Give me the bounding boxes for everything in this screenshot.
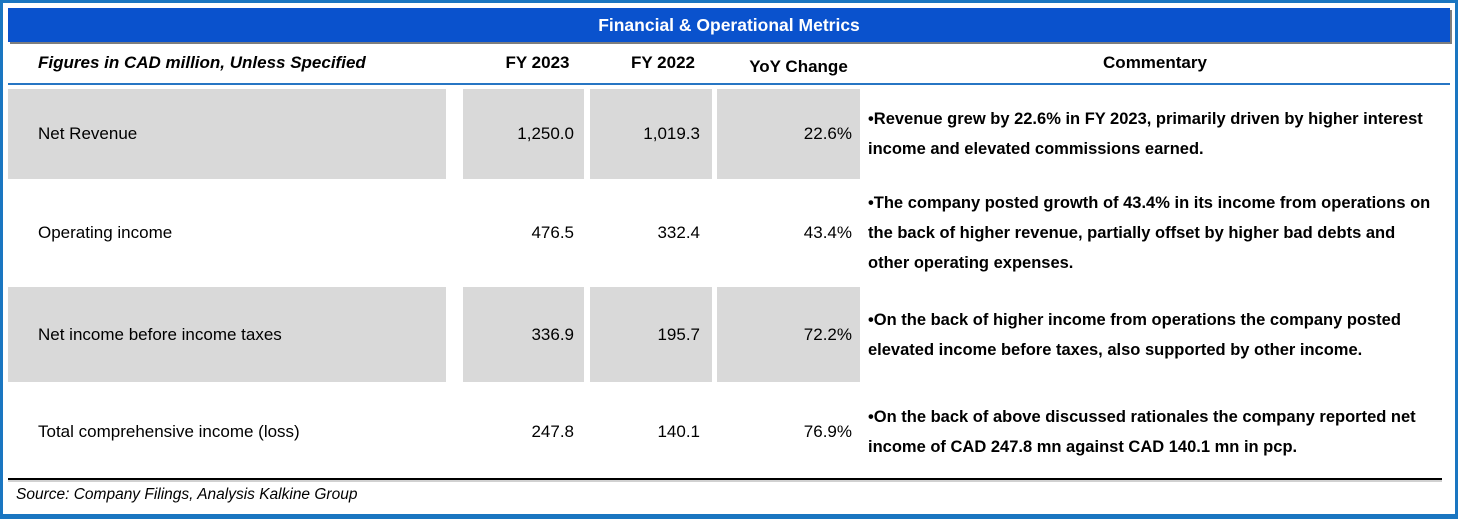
fy2022-value: 140.1 xyxy=(657,422,700,441)
column-header-fy2022: FY 2022 xyxy=(631,52,695,72)
commentary-cell: •Revenue grew by 22.6% in FY 2023, prima… xyxy=(860,85,1450,183)
commentary-cell: •The company posted growth of 43.4% in i… xyxy=(860,183,1450,283)
fy2022-value: 195.7 xyxy=(590,287,712,382)
table-row: Net Revenue 1,250.0 1,019.3 22.6% •Reven… xyxy=(8,85,1450,183)
header-divider-line xyxy=(8,83,1450,85)
title-bar: Financial & Operational Metrics xyxy=(8,8,1450,42)
row-label: Total comprehensive income (loss) xyxy=(38,422,300,441)
commentary-text: •On the back of above discussed rational… xyxy=(868,408,1416,456)
source-note-row: Source: Company Filings, Analysis Kalkin… xyxy=(8,480,1450,509)
fy2023-value: 336.9 xyxy=(463,287,584,382)
fy2022-value: 332.4 xyxy=(657,223,700,242)
row-label: Net income before income taxes xyxy=(8,287,446,382)
commentary-text: •On the back of higher income from opera… xyxy=(868,310,1401,359)
row-label: Operating income xyxy=(38,223,173,242)
commentary-text: •Revenue grew by 22.6% in FY 2023, prima… xyxy=(868,110,1423,158)
source-note: Source: Company Filings, Analysis Kalkin… xyxy=(16,485,358,503)
table-row: Operating income 476.5 332.4 43.4% •The … xyxy=(8,183,1450,283)
commentary-cell: •On the back of higher income from opera… xyxy=(860,283,1450,386)
column-header-yoy-change: YoY Change xyxy=(749,56,848,76)
row-label: Net Revenue xyxy=(8,89,446,179)
page-title: Financial & Operational Metrics xyxy=(598,14,860,35)
column-header-fy2023: FY 2023 xyxy=(505,52,570,72)
source-divider-line xyxy=(8,478,1442,480)
table-row: Net income before income taxes 336.9 195… xyxy=(8,283,1450,386)
fy2023-value: 1,250.0 xyxy=(463,89,584,179)
column-header-figures: Figures in CAD million, Unless Specified xyxy=(38,52,366,72)
yoy-change-value: 72.2% xyxy=(717,287,860,382)
column-header-row: Figures in CAD million, Unless Specified… xyxy=(8,42,1450,83)
yoy-change-value: 43.4% xyxy=(803,223,852,242)
fy2023-value: 247.8 xyxy=(531,422,574,441)
commentary-cell: •On the back of above discussed rational… xyxy=(860,386,1450,478)
fy2022-value: 1,019.3 xyxy=(590,89,712,179)
yoy-change-value: 76.9% xyxy=(803,422,852,441)
table-row: Total comprehensive income (loss) 247.8 … xyxy=(8,386,1450,478)
commentary-text: •The company posted growth of 43.4% in i… xyxy=(868,194,1431,272)
yoy-change-value: 22.6% xyxy=(717,89,860,179)
column-header-commentary: Commentary xyxy=(1103,52,1207,72)
fy2023-value: 476.5 xyxy=(531,223,574,242)
